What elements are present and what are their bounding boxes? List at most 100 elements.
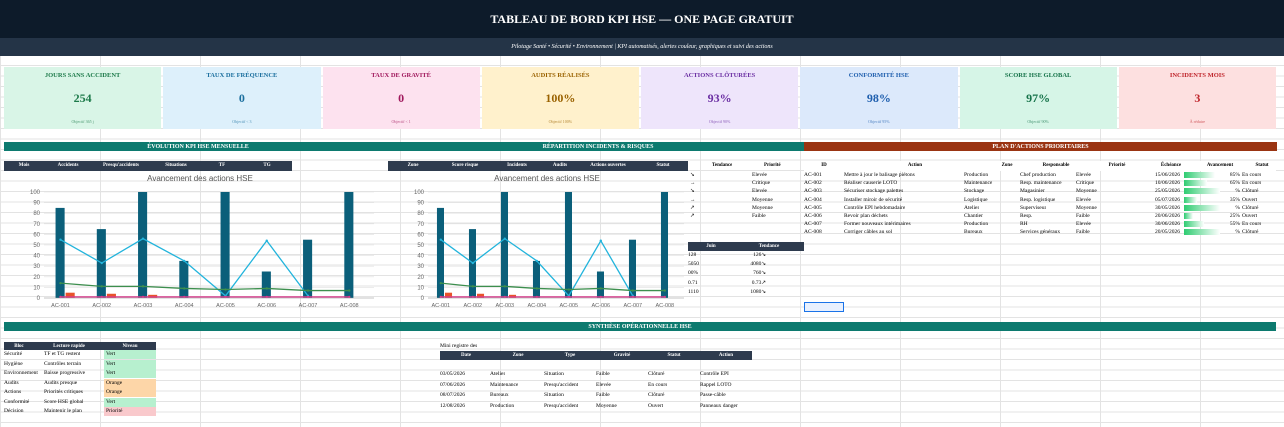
- column-header[interactable]: Audits: [552, 163, 568, 168]
- kpi-card: AUDITS RÉALISÉS 100% Objectif 100%: [481, 67, 639, 129]
- table-cell: 30/06/2026: [1154, 221, 1180, 228]
- juin-table: 128 126↘ 5050 4080↘ 00% 760↘ 0.71 0.73↗ 1110 1080…: [688, 251, 804, 297]
- column-header[interactable]: Zone: [512, 353, 524, 358]
- line-point: [535, 287, 538, 290]
- table-cell: 760↘: [753, 270, 766, 277]
- column-header[interactable]: Action: [907, 163, 923, 168]
- table-cell: 15/06/2026: [1154, 172, 1180, 178]
- y-tick-label: 70: [417, 222, 424, 228]
- table-cell: AC-001: [804, 172, 822, 178]
- column-header[interactable]: Statut: [656, 163, 670, 168]
- line-point: [59, 238, 62, 241]
- table-cell: 20/06/2026: [1154, 212, 1180, 219]
- column-header[interactable]: Juin: [706, 244, 716, 249]
- table-row: AC-008 Corriger câbles au sol Bureaux Servi…: [804, 228, 1276, 236]
- x-tick-label: AC-005: [559, 303, 578, 309]
- line-point: [306, 295, 310, 299]
- table-row: ↗ Faible: [688, 212, 804, 220]
- column-header[interactable]: Avancement: [1206, 163, 1234, 168]
- column-header[interactable]: Statut: [1255, 163, 1269, 168]
- x-tick-label: AC-008: [655, 303, 674, 309]
- table-cell: Resp.: [1020, 212, 1033, 219]
- table-row: AC-007 Former nouveaux intérimaires Produc…: [804, 220, 1276, 228]
- column-header[interactable]: Actions ouvertes: [590, 163, 626, 168]
- y-tick-label: 100: [30, 190, 41, 196]
- table-cell: 128: [688, 252, 697, 258]
- bar: [660, 192, 668, 298]
- column-header[interactable]: Zone: [407, 163, 419, 168]
- section-synthese: SYNTHÈSE OPÉRATIONNELLE HSE: [4, 322, 1276, 331]
- column-header[interactable]: Niveau: [122, 344, 138, 349]
- column-header[interactable]: Presqu'accidents: [102, 163, 140, 168]
- column-header[interactable]: TG: [263, 163, 271, 168]
- plan-table-header: ID Action Zone Responsable Priorité Échéance A…: [804, 161, 1276, 171]
- column-header[interactable]: Incidents: [507, 163, 527, 168]
- table-cell: Stockage: [964, 188, 985, 195]
- column-header[interactable]: Gravité: [613, 353, 631, 358]
- table-cell: Moyenne: [752, 204, 773, 211]
- table-row: AC-003 Sécuriser stockage palettes Stockag…: [804, 187, 1276, 195]
- column-header[interactable]: Statut: [667, 353, 681, 358]
- table-cell: Revoir plan déchets: [844, 212, 888, 219]
- column-header[interactable]: Date: [461, 353, 471, 358]
- table-row: → Critique: [688, 179, 804, 187]
- progress-bar: [1184, 188, 1220, 195]
- table-cell: 12/08/2026: [440, 402, 466, 409]
- column-header[interactable]: ID: [821, 163, 827, 168]
- kpi-label: INCIDENTS MOIS: [1169, 72, 1225, 79]
- column-header[interactable]: Lecture rapide: [53, 344, 85, 349]
- kpi-value: 98%: [866, 91, 891, 105]
- series-line: [60, 282, 350, 292]
- line-point: [663, 289, 666, 292]
- x-tick-label: AC-008: [340, 303, 359, 309]
- table-cell: Elevée: [1076, 172, 1091, 178]
- kpi-value: 3: [1194, 91, 1201, 105]
- line-point: [599, 287, 602, 290]
- table-row: AC-002 Réaliser causerie LOTO Maintenance R…: [804, 179, 1276, 187]
- column-header[interactable]: Accidents: [57, 163, 79, 168]
- registre-table: 03/05/2026 Atelier Situation Faible Clôturé C…: [440, 370, 752, 412]
- line-point: [224, 295, 227, 299]
- column-header[interactable]: Score risque: [451, 163, 479, 168]
- bar: [138, 192, 148, 298]
- column-header[interactable]: Tendance: [712, 163, 733, 168]
- table-cell: Réaliser causerie LOTO: [844, 180, 898, 187]
- table-cell: Magasinier: [1020, 188, 1045, 195]
- y-tick-label: 10: [417, 285, 424, 291]
- column-header[interactable]: Échéance: [1160, 163, 1182, 168]
- table-cell: Elevée: [1076, 196, 1091, 203]
- kpi-card: ACTIONS CLÔTURÉES 93% Objectif 90%: [641, 67, 799, 129]
- y-tick-label: 100: [414, 190, 425, 196]
- table-row: Audits Audits presque Orange: [4, 378, 156, 389]
- table-cell: AC-004: [804, 196, 822, 203]
- column-header[interactable]: Zone: [1001, 163, 1013, 168]
- table-cell: Faible: [1076, 212, 1090, 219]
- column-header[interactable]: Priorité: [764, 163, 781, 168]
- level-badge: Vert: [104, 397, 156, 407]
- table-cell: AC-003: [804, 188, 822, 195]
- column-header[interactable]: Priorité: [1108, 163, 1126, 168]
- column-header[interactable]: Situations: [165, 163, 187, 168]
- table-cell: Contrôle EPI hebdomadaire: [844, 204, 906, 211]
- selected-cell[interactable]: [804, 302, 844, 312]
- synthese-table-header: Bloc Lecture rapide Niveau: [4, 342, 156, 350]
- table-row: Conformité Score HSE global Vert: [4, 397, 156, 408]
- column-header[interactable]: Bloc: [14, 344, 24, 349]
- level-badge: Priorité: [104, 407, 156, 416]
- column-header[interactable]: Mois: [18, 163, 30, 168]
- column-header[interactable]: TF: [218, 163, 226, 168]
- table-row: Décision Maintenir le plan Priorité: [4, 407, 156, 417]
- level-badge: Orange: [104, 378, 156, 388]
- bar: [65, 292, 75, 298]
- table-cell: Installer miroir de sécurité: [844, 196, 903, 203]
- column-header[interactable]: Responsable: [1042, 163, 1070, 168]
- column-header[interactable]: Action: [718, 353, 734, 358]
- y-tick-label: 40: [33, 254, 40, 260]
- column-header[interactable]: Tendance: [758, 244, 780, 249]
- column-header[interactable]: Type: [564, 353, 576, 358]
- table-cell: Moyenne: [1076, 204, 1097, 211]
- table-cell: 20/05/2026: [1154, 229, 1180, 236]
- y-tick-label: 80: [33, 211, 40, 217]
- line-point: [306, 289, 310, 292]
- kpi-label: SCORE HSE GLOBAL: [1004, 72, 1072, 79]
